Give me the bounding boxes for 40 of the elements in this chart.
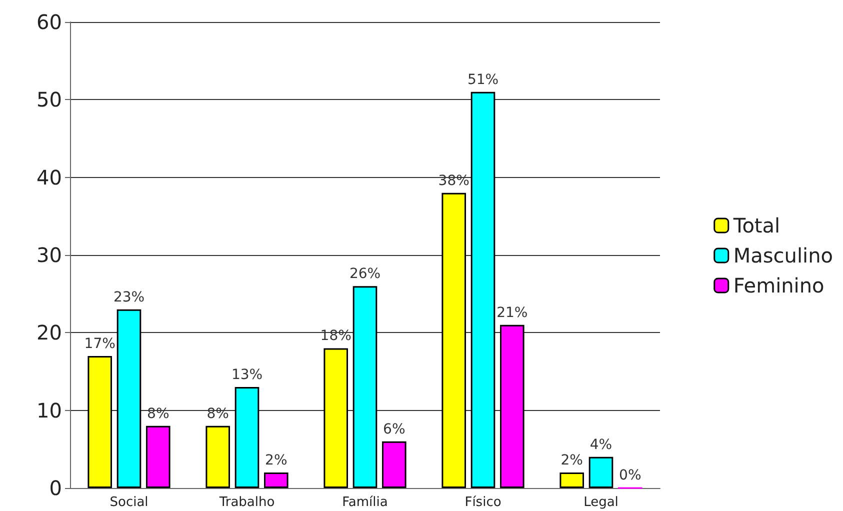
y-tick-label: 0 <box>49 476 62 500</box>
data-label: 23% <box>113 289 145 306</box>
bar <box>470 92 496 488</box>
legend-label: Total <box>732 214 780 238</box>
bar <box>500 324 524 488</box>
bar <box>588 456 614 488</box>
data-label: 0% <box>619 467 642 484</box>
bar <box>352 286 378 488</box>
y-tick-label: 20 <box>36 320 62 345</box>
data-label: 17% <box>84 336 116 352</box>
bar <box>88 356 112 488</box>
data-label: 13% <box>231 367 263 384</box>
x-tick-label: Legal <box>584 495 618 510</box>
data-label: 2% <box>560 452 583 468</box>
bar <box>560 472 584 488</box>
data-label: 2% <box>265 452 288 468</box>
data-label: 6% <box>383 421 406 438</box>
x-tick-label: Trabalho <box>218 495 275 510</box>
x-tick-label: Família <box>342 495 388 510</box>
data-label: 26% <box>349 266 381 282</box>
y-tick-label: 60 <box>36 10 62 34</box>
data-label: 21% <box>496 304 528 321</box>
y-tick-label: 50 <box>36 88 62 112</box>
bar <box>442 192 466 488</box>
y-tick-label: 10 <box>36 398 62 422</box>
x-tick-label: Social <box>110 495 148 510</box>
legend-label: Masculino <box>733 244 834 268</box>
bar <box>116 309 142 488</box>
legend-label: Feminino <box>733 274 824 298</box>
data-label: 51% <box>467 72 499 88</box>
bar <box>146 426 170 488</box>
bar <box>234 387 260 488</box>
y-tick-label: 40 <box>36 165 62 190</box>
x-tick-label: Físico <box>464 495 502 510</box>
y-tick-label: 30 <box>36 243 62 267</box>
bar <box>206 426 230 488</box>
bar <box>382 441 406 488</box>
data-label: 4% <box>590 436 612 453</box>
bar <box>324 348 348 488</box>
bar <box>264 472 288 488</box>
